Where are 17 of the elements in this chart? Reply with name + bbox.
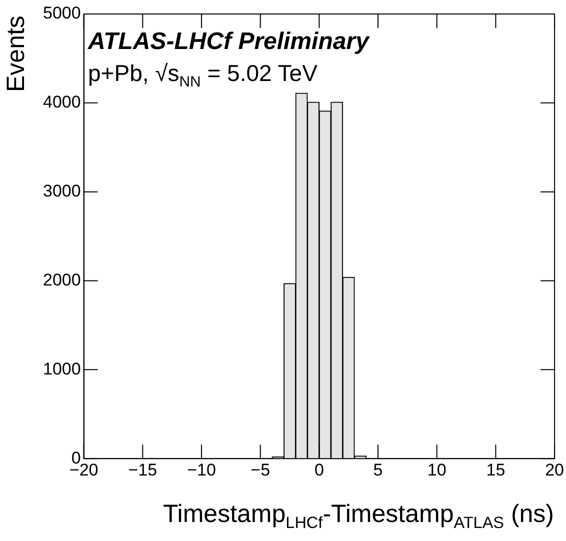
x-tick-label: −10 <box>187 460 216 480</box>
x-tick-label: 5 <box>373 460 383 480</box>
x-axis-title: Timestamp$_{LHCf}$-Timestamp$_{ATLAS}$ (ns) <box>162 500 554 533</box>
y-axis-title: Events <box>2 16 31 92</box>
x-tick-label: −5 <box>250 460 270 480</box>
y-tick-label: 3000 <box>42 182 81 201</box>
text: p+Pb, √s$_{NN}$ = 5.02 TeV <box>88 60 318 91</box>
x-tick-label: 20 <box>545 460 564 480</box>
text: ATLAS-LHCf Preliminary <box>88 28 369 56</box>
y-tick-label: 1000 <box>42 359 81 378</box>
y-tick-label: 2000 <box>42 270 81 290</box>
y-tick-label: 4000 <box>42 92 81 112</box>
y-tick-label: 5000 <box>42 4 81 23</box>
x-tick-label: 10 <box>427 460 446 480</box>
x-tick-label: −15 <box>128 460 158 480</box>
x-tick-label: 15 <box>486 460 506 480</box>
x-tick-label: 0 <box>314 460 324 480</box>
